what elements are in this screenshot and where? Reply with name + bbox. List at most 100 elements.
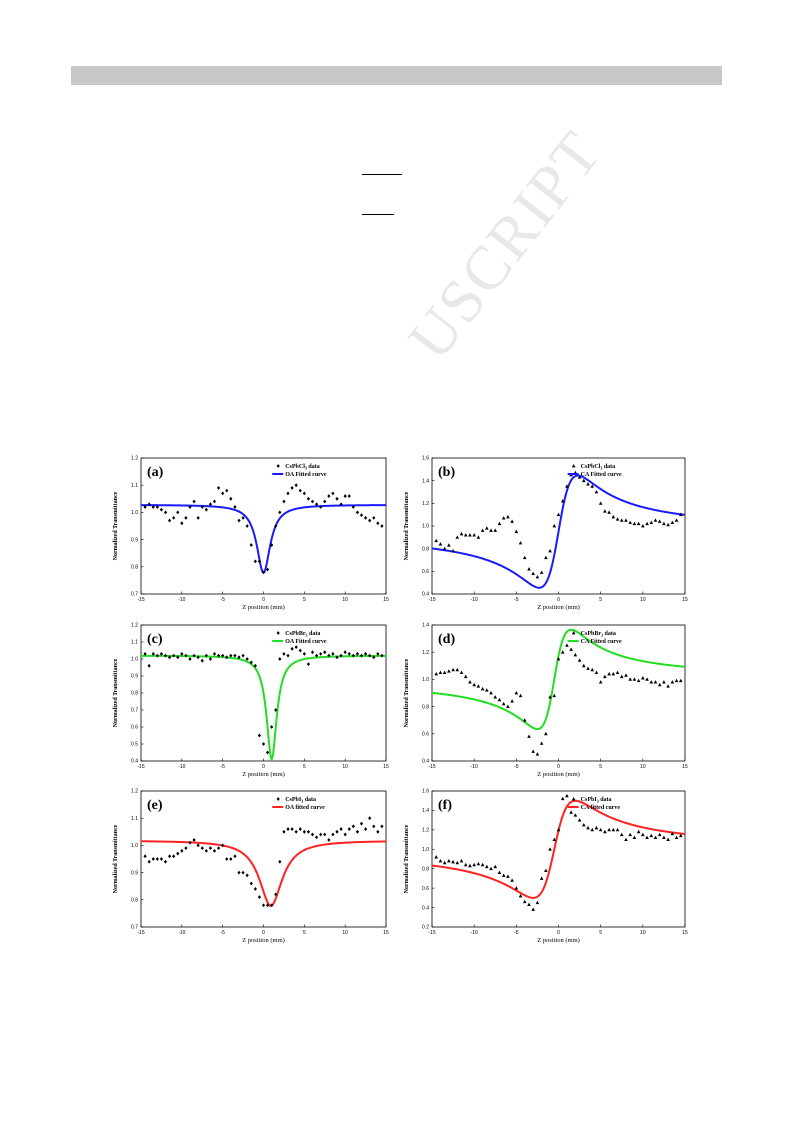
y-tick-label: 0.4 xyxy=(422,759,429,765)
y-tick-label: 0.9 xyxy=(131,870,138,876)
y-tick-label: 0.7 xyxy=(131,708,138,714)
data-point xyxy=(480,686,485,691)
data-point xyxy=(204,507,208,512)
y-axis-label: Normalized Transmittance xyxy=(113,824,119,893)
data-point xyxy=(501,701,506,706)
data-point xyxy=(451,667,455,672)
data-point xyxy=(451,859,455,864)
data-point xyxy=(176,655,180,660)
data-point xyxy=(649,520,654,524)
data-point xyxy=(143,505,147,509)
data-point xyxy=(245,524,249,528)
legend-label-data: CsPbI3 data xyxy=(285,797,316,804)
data-point xyxy=(565,484,569,488)
data-point xyxy=(302,652,306,656)
legend-label-fit: OA Fitted curve xyxy=(285,472,327,478)
data-point xyxy=(463,674,468,679)
data-point xyxy=(159,507,164,512)
x-tick-label: -10 xyxy=(178,930,185,936)
x-tick-label: 0 xyxy=(557,597,560,603)
data-point xyxy=(163,653,168,658)
data-point xyxy=(200,846,204,851)
data-point xyxy=(480,862,485,867)
x-axis-label: Z position (mm) xyxy=(537,604,580,611)
data-point xyxy=(598,501,603,505)
data-point xyxy=(319,652,323,656)
data-point xyxy=(480,528,485,532)
data-point xyxy=(221,491,225,496)
data-point xyxy=(216,486,221,490)
data-point xyxy=(527,902,531,907)
legend-label-data: CsPbCl3 data xyxy=(285,464,320,471)
y-axis-label: Normalized Transmittance xyxy=(113,491,119,560)
data-point xyxy=(493,528,498,532)
data-point xyxy=(468,533,472,537)
fitted-curve xyxy=(431,799,686,899)
y-tick-label: 1.2 xyxy=(131,456,138,462)
data-point xyxy=(468,680,472,684)
data-point xyxy=(200,505,204,509)
legend-label-fit: OA fitted curve xyxy=(285,805,325,811)
x-tick-label: 15 xyxy=(682,764,688,770)
data-point xyxy=(447,858,451,863)
legend-label-fit: OA Fitted curve xyxy=(285,639,327,645)
data-point xyxy=(184,515,188,520)
data-point xyxy=(282,829,286,834)
data-point xyxy=(619,832,624,837)
data-point xyxy=(302,829,306,834)
data-point xyxy=(241,653,245,658)
data-point xyxy=(518,693,523,698)
data-point xyxy=(163,859,168,864)
x-tick-label: 5 xyxy=(303,930,306,936)
data-point xyxy=(506,874,510,878)
y-tick-label: 0.8 xyxy=(131,565,138,571)
legend-marker xyxy=(571,797,576,801)
data-point xyxy=(514,886,519,890)
data-point xyxy=(196,843,200,848)
data-point xyxy=(611,827,616,832)
data-point xyxy=(544,731,548,736)
data-point xyxy=(216,653,221,658)
legend-label-fit: CA Fitted curve xyxy=(581,639,622,645)
data-point xyxy=(380,524,384,528)
data-point xyxy=(270,725,274,729)
data-point xyxy=(147,502,151,507)
data-point xyxy=(489,528,493,532)
data-point xyxy=(628,520,632,524)
x-axis-label: Z position (mm) xyxy=(242,604,285,611)
data-point xyxy=(590,484,595,488)
plot-frame xyxy=(431,790,686,928)
data-point xyxy=(522,899,527,904)
data-point xyxy=(221,843,225,848)
data-point xyxy=(335,655,339,660)
x-tick-label: -15 xyxy=(137,597,144,603)
y-tick-label: 1.4 xyxy=(422,623,429,629)
data-point xyxy=(229,496,233,501)
data-point xyxy=(233,505,237,509)
y-tick-label: 1.0 xyxy=(131,510,138,516)
x-tick-label: 5 xyxy=(303,597,306,603)
panel-label: (c) xyxy=(147,632,163,647)
data-point xyxy=(497,870,502,874)
data-point xyxy=(674,518,679,522)
data-point xyxy=(636,678,641,683)
data-point xyxy=(560,499,565,503)
data-point xyxy=(632,521,637,526)
data-point xyxy=(310,499,315,504)
data-point xyxy=(662,521,666,526)
data-point xyxy=(531,907,535,911)
data-point xyxy=(298,827,302,831)
y-tick-label: 1.0 xyxy=(422,847,429,853)
data-point xyxy=(582,478,586,483)
y-tick-label: 1.2 xyxy=(422,828,429,834)
data-point xyxy=(192,499,196,504)
data-point xyxy=(253,663,257,668)
x-tick-label: 5 xyxy=(599,597,602,603)
data-point xyxy=(314,835,319,840)
x-tick-label: 5 xyxy=(599,764,602,770)
data-point xyxy=(594,825,599,830)
data-point xyxy=(463,533,468,537)
data-point xyxy=(159,652,164,656)
data-point xyxy=(257,895,262,899)
